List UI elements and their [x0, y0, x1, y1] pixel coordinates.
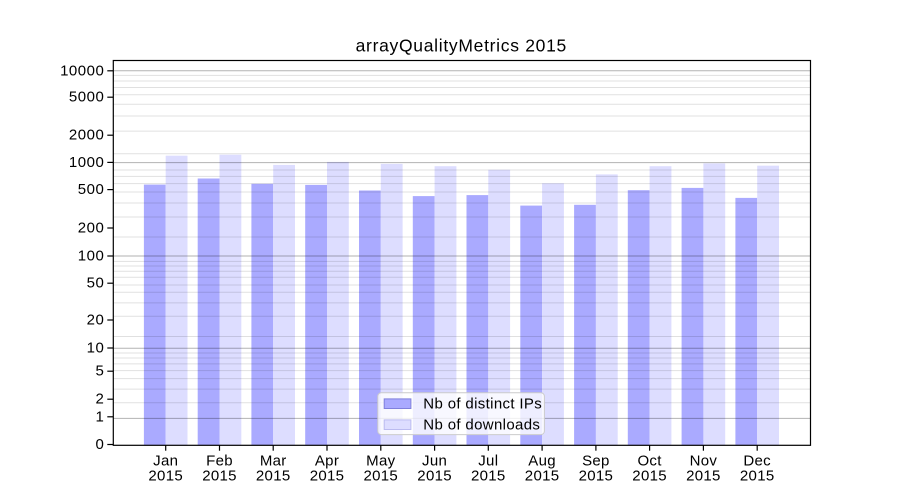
svg-text:20: 20	[87, 312, 105, 329]
svg-text:100: 100	[78, 248, 105, 265]
svg-text:May: May	[366, 452, 395, 469]
svg-text:Sep: Sep	[582, 452, 610, 469]
svg-text:1: 1	[95, 408, 104, 425]
svg-text:2015: 2015	[310, 468, 345, 485]
svg-text:2: 2	[95, 391, 104, 408]
svg-text:2015: 2015	[525, 468, 560, 485]
svg-text:5000: 5000	[69, 89, 104, 106]
svg-text:Jun: Jun	[422, 452, 447, 469]
svg-text:2015: 2015	[417, 468, 452, 485]
svg-text:Jan: Jan	[153, 452, 178, 469]
svg-text:50: 50	[87, 275, 105, 292]
svg-text:2015: 2015	[579, 468, 614, 485]
svg-text:Oct: Oct	[637, 452, 662, 469]
svg-text:2015: 2015	[740, 468, 775, 485]
svg-text:5: 5	[95, 363, 104, 380]
svg-text:2015: 2015	[148, 468, 183, 485]
svg-text:arrayQualityMetrics 2015: arrayQualityMetrics 2015	[356, 35, 567, 55]
svg-text:200: 200	[78, 220, 105, 237]
svg-text:10: 10	[87, 340, 105, 357]
svg-text:1000: 1000	[69, 154, 104, 171]
svg-text:2000: 2000	[69, 127, 104, 144]
svg-text:Aug: Aug	[528, 452, 556, 469]
svg-text:Apr: Apr	[315, 452, 339, 469]
svg-text:2015: 2015	[364, 468, 399, 485]
svg-text:Feb: Feb	[206, 452, 233, 469]
svg-text:500: 500	[78, 181, 105, 198]
svg-text:2015: 2015	[471, 468, 506, 485]
svg-text:10000: 10000	[60, 62, 104, 79]
svg-text:Mar: Mar	[260, 452, 287, 469]
svg-text:Jul: Jul	[478, 452, 498, 469]
svg-text:Dec: Dec	[743, 452, 771, 469]
svg-text:2015: 2015	[256, 468, 291, 485]
svg-text:Nb of distinct IPs: Nb of distinct IPs	[423, 396, 542, 413]
svg-text:2015: 2015	[202, 468, 237, 485]
svg-text:2015: 2015	[632, 468, 667, 485]
svg-text:Nov: Nov	[690, 452, 718, 469]
svg-text:2015: 2015	[686, 468, 721, 485]
svg-text:0: 0	[95, 436, 104, 453]
svg-text:Nb of downloads: Nb of downloads	[423, 417, 540, 434]
